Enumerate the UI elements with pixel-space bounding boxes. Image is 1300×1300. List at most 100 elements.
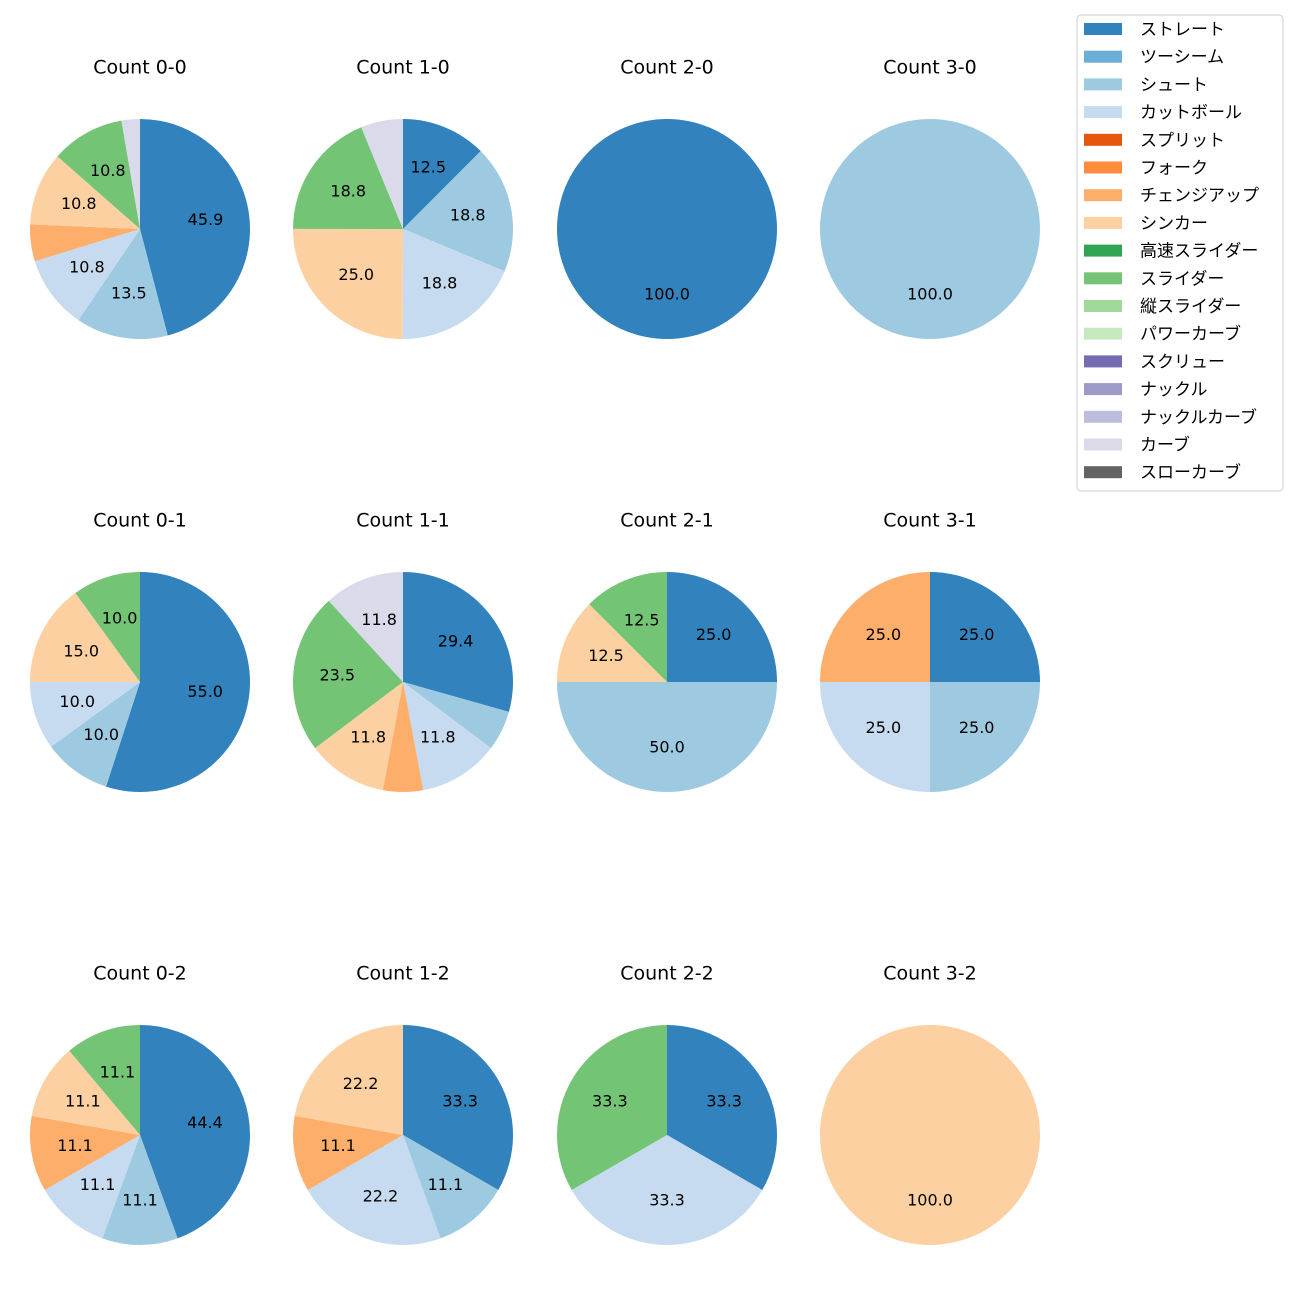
chart-title: Count 2-1 xyxy=(620,510,714,532)
legend-label: スプリット xyxy=(1140,131,1225,151)
legend-swatch xyxy=(1084,78,1122,91)
legend-swatch xyxy=(1084,300,1122,312)
legend-label: カーブ xyxy=(1140,435,1190,456)
pie-slice xyxy=(30,224,141,262)
legend-label: カットボール xyxy=(1140,103,1242,123)
chart-title: Count 2-0 xyxy=(620,57,714,79)
slice-label: 25.0 xyxy=(959,625,995,644)
pie-slice xyxy=(294,1025,403,1135)
chart-title: Count 3-2 xyxy=(883,963,977,985)
pie-slice xyxy=(557,682,777,792)
pie-slice xyxy=(57,120,140,229)
slice-label: 11.8 xyxy=(350,728,386,747)
slice-label: 50.0 xyxy=(649,738,685,757)
pie-slice xyxy=(29,1115,141,1190)
slice-label: 11.1 xyxy=(80,1175,116,1194)
chart-title: Count 0-0 xyxy=(93,57,187,79)
chart-title: Count 3-0 xyxy=(883,57,977,79)
slice-label: 10.0 xyxy=(59,692,95,711)
pie-slice xyxy=(361,119,403,229)
legend-swatch xyxy=(1084,133,1122,146)
pie-slice xyxy=(402,229,505,339)
pie-slice xyxy=(293,127,403,229)
slice-label: 15.0 xyxy=(63,642,99,661)
pie-slice xyxy=(820,572,930,682)
pie-slice xyxy=(820,682,930,792)
pie-slice xyxy=(121,119,140,229)
chart-title: Count 3-1 xyxy=(883,510,977,532)
legend-swatch xyxy=(1084,161,1122,174)
slice-label: 18.8 xyxy=(422,273,458,292)
slice-label: 11.1 xyxy=(428,1175,464,1194)
slice-label: 45.9 xyxy=(188,210,224,229)
pie-slice xyxy=(31,1050,141,1135)
slice-label: 23.5 xyxy=(319,665,355,684)
legend-label: シンカー xyxy=(1140,214,1208,234)
pie-slice xyxy=(78,229,168,339)
pie-slice xyxy=(557,1025,667,1190)
chart-title: Count 1-1 xyxy=(356,510,450,532)
slice-label: 11.8 xyxy=(420,728,456,747)
pie-slice xyxy=(667,1025,777,1190)
slice-label: 11.1 xyxy=(57,1136,93,1155)
slice-label: 22.2 xyxy=(363,1187,399,1206)
pie-slice xyxy=(930,682,1040,792)
slice-label: 10.0 xyxy=(83,725,119,744)
pie-slice xyxy=(667,572,777,682)
pie-slice xyxy=(293,228,403,339)
legend-label: パワーカーブ xyxy=(1140,324,1241,345)
pie-slice xyxy=(30,593,140,682)
pie-slice xyxy=(140,119,250,336)
pie-slice xyxy=(820,1025,1040,1245)
legend-label: スライダー xyxy=(1140,269,1224,289)
legend-label: 縦スライダー xyxy=(1140,297,1241,317)
slice-label: 10.0 xyxy=(102,609,138,628)
pie-slice xyxy=(589,572,667,682)
slice-label: 10.8 xyxy=(90,161,126,180)
slice-label: 11.1 xyxy=(100,1062,136,1081)
pie-slice xyxy=(403,682,509,749)
slice-label: 33.3 xyxy=(592,1092,628,1111)
pie-slice xyxy=(557,604,667,682)
legend-label: ストレート xyxy=(1140,20,1225,40)
chart-title: Count 2-2 xyxy=(620,963,714,985)
pie-slice xyxy=(403,119,481,229)
legend-swatch xyxy=(1084,383,1122,396)
legend-swatch xyxy=(1084,438,1122,451)
legend-label: 高速スライダー xyxy=(1140,242,1258,262)
pie-slice xyxy=(44,1135,140,1239)
chart-title: Count 0-2 xyxy=(93,963,187,985)
slice-label: 11.1 xyxy=(320,1136,356,1155)
slice-label: 25.0 xyxy=(338,265,374,284)
legend-swatch xyxy=(1084,327,1122,340)
slice-label: 29.4 xyxy=(438,632,474,651)
legend-swatch xyxy=(1084,106,1122,119)
slice-label: 18.8 xyxy=(330,182,366,201)
pie-slice xyxy=(930,572,1040,682)
slice-label: 10.8 xyxy=(61,194,97,213)
slice-label: 33.3 xyxy=(706,1092,742,1111)
pie-slice xyxy=(315,682,403,791)
legend-swatch xyxy=(1084,50,1122,63)
slice-label: 44.4 xyxy=(187,1113,223,1132)
slice-label: 10.8 xyxy=(69,258,105,277)
pie-slice xyxy=(403,682,491,791)
pie-slice xyxy=(30,682,140,747)
pie-slice xyxy=(328,572,403,682)
slice-label: 12.5 xyxy=(624,611,660,630)
pie-slice xyxy=(69,1025,140,1135)
pie-slice xyxy=(75,572,140,682)
legend-swatch xyxy=(1084,216,1122,229)
pie-slice xyxy=(34,229,141,321)
slice-label: 11.8 xyxy=(361,610,397,629)
pie-slice xyxy=(140,1025,250,1239)
slice-label: 33.3 xyxy=(649,1191,685,1210)
legend-label: シュート xyxy=(1140,75,1208,95)
slice-label: 22.2 xyxy=(343,1074,379,1093)
legend-label: スローカーブ xyxy=(1140,462,1241,483)
legend-swatch xyxy=(1084,272,1122,285)
pie-slice xyxy=(403,151,513,272)
slice-label: 12.5 xyxy=(410,158,446,177)
pie-slice xyxy=(307,1135,441,1245)
slice-label: 55.0 xyxy=(187,682,223,701)
